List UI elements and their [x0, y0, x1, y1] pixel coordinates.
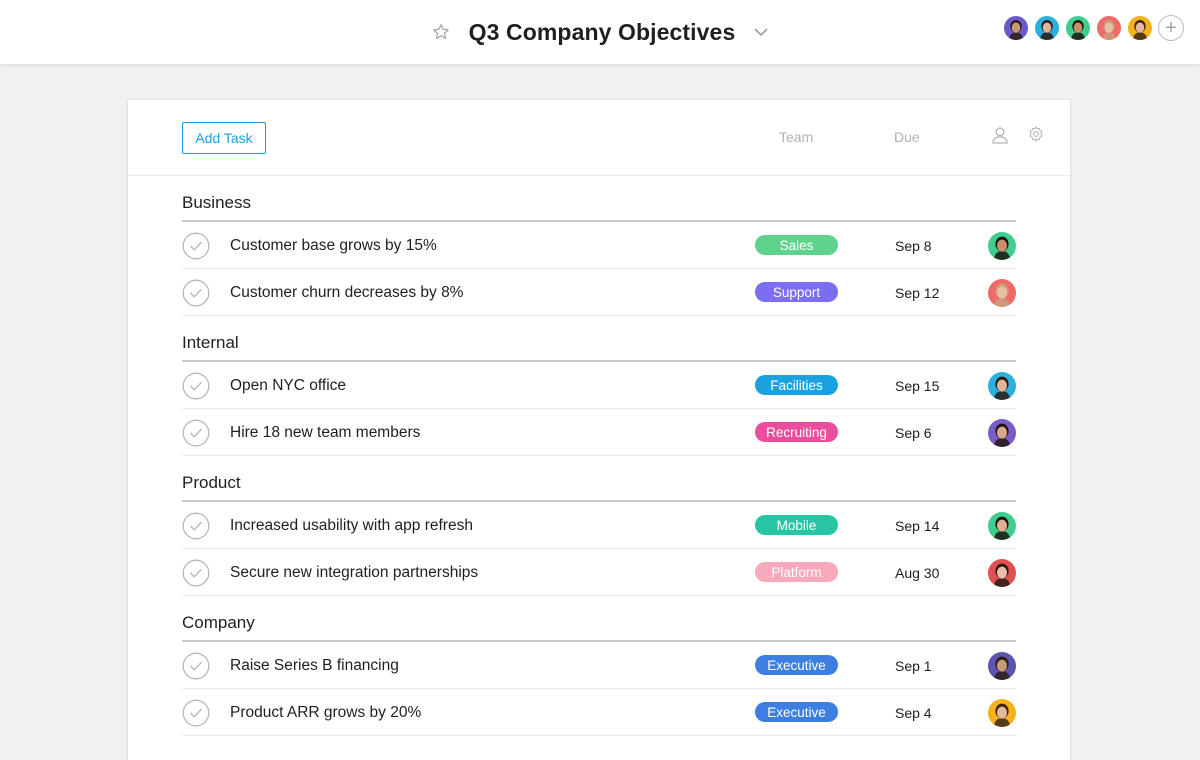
complete-checkmark-icon[interactable] [182, 699, 210, 727]
team-tag[interactable]: Executive [755, 702, 838, 722]
team-tag[interactable]: Mobile [755, 515, 838, 535]
due-date[interactable]: Sep 15 [895, 378, 940, 394]
section-title: Product [182, 473, 241, 492]
assignee-avatar[interactable] [988, 372, 1016, 400]
member-avatar[interactable] [1126, 14, 1154, 42]
task-list: Business Customer base grows by 15% Sales S… [182, 176, 1016, 736]
due-date[interactable]: Sep 12 [895, 285, 940, 301]
task-list-card: Add Task Team Due Business Customer base … [128, 100, 1070, 760]
assignee-avatar[interactable] [988, 699, 1016, 727]
title-area: Q3 Company Objectives [0, 0, 1200, 64]
member-avatar[interactable] [1095, 14, 1123, 42]
task-name[interactable]: Secure new integration partnerships [230, 564, 479, 581]
task-name[interactable]: Customer churn decreases by 8% [230, 284, 464, 301]
complete-checkmark-icon[interactable] [182, 372, 210, 400]
assignee-avatar[interactable] [988, 652, 1016, 680]
add-task-button[interactable]: Add Task [182, 122, 266, 154]
team-column-header[interactable]: Team [779, 129, 814, 145]
section-title: Internal [182, 333, 239, 352]
team-tag[interactable]: Sales [755, 235, 838, 255]
task-name[interactable]: Increased usability with app refresh [230, 517, 473, 534]
person-icon[interactable] [991, 126, 1009, 144]
star-icon[interactable] [431, 22, 451, 42]
team-tag[interactable]: Recruiting [755, 422, 838, 442]
list-toolbar: Add Task Team Due [128, 100, 1070, 176]
assignee-avatar[interactable] [988, 512, 1016, 540]
member-avatar[interactable] [1002, 14, 1030, 42]
due-column-header[interactable]: Due [894, 129, 920, 145]
team-tag[interactable]: Facilities [755, 375, 838, 395]
task-name[interactable]: Hire 18 new team members [230, 424, 421, 441]
task-name[interactable]: Open NYC office [230, 377, 347, 394]
page-title: Q3 Company Objectives [468, 18, 736, 45]
due-date[interactable]: Sep 4 [895, 705, 932, 721]
task-row[interactable]: Increased usability with app refresh Mobi… [182, 502, 1016, 549]
section-title: Company [182, 613, 255, 632]
task-row[interactable]: Customer churn decreases by 8% Support Sep… [182, 269, 1016, 316]
assignee-avatar[interactable] [988, 279, 1016, 307]
task-row[interactable]: Customer base grows by 15% Sales Sep 8 [182, 222, 1016, 269]
task-row[interactable]: Product ARR grows by 20% Executive Sep 4 [182, 689, 1016, 736]
complete-checkmark-icon[interactable] [182, 512, 210, 540]
task-name[interactable]: Customer base grows by 15% [230, 237, 437, 254]
team-tag[interactable]: Support [755, 282, 838, 302]
team-tag[interactable]: Platform [755, 562, 838, 582]
assignee-avatar[interactable] [988, 559, 1016, 587]
complete-checkmark-icon[interactable] [182, 419, 210, 447]
task-row[interactable]: Hire 18 new team members Recruiting Sep 6 [182, 409, 1016, 456]
complete-checkmark-icon[interactable] [182, 559, 210, 587]
due-date[interactable]: Sep 1 [895, 658, 932, 674]
task-row[interactable]: Open NYC office Facilities Sep 15 [182, 362, 1016, 409]
complete-checkmark-icon[interactable] [182, 279, 210, 307]
add-member-button[interactable]: + [1158, 15, 1184, 41]
due-date[interactable]: Aug 30 [895, 565, 940, 581]
task-name[interactable]: Raise Series B financing [230, 657, 399, 674]
section-title: Business [182, 193, 251, 212]
section-header[interactable]: Company [182, 596, 1016, 642]
member-avatar[interactable] [1033, 14, 1061, 42]
complete-checkmark-icon[interactable] [182, 232, 210, 260]
task-name[interactable]: Product ARR grows by 20% [230, 704, 422, 721]
section-header[interactable]: Product [182, 456, 1016, 502]
assignee-avatar[interactable] [988, 232, 1016, 260]
section-header[interactable]: Internal [182, 316, 1016, 362]
member-avatar[interactable] [1064, 14, 1092, 42]
chevron-down-icon[interactable] [753, 24, 769, 40]
top-bar: Q3 Company Objectives + [0, 0, 1200, 64]
due-date[interactable]: Sep 6 [895, 425, 932, 441]
assignee-avatar[interactable] [988, 419, 1016, 447]
project-members: + [999, 14, 1184, 42]
team-tag[interactable]: Executive [755, 655, 838, 675]
complete-checkmark-icon[interactable] [182, 652, 210, 680]
task-row[interactable]: Secure new integration partnerships Platf… [182, 549, 1016, 596]
due-date[interactable]: Sep 14 [895, 518, 940, 534]
due-date[interactable]: Sep 8 [895, 238, 932, 254]
section-header[interactable]: Business [182, 176, 1016, 222]
task-row[interactable]: Raise Series B financing Executive Sep 1 [182, 642, 1016, 689]
gear-icon[interactable] [1027, 125, 1045, 143]
